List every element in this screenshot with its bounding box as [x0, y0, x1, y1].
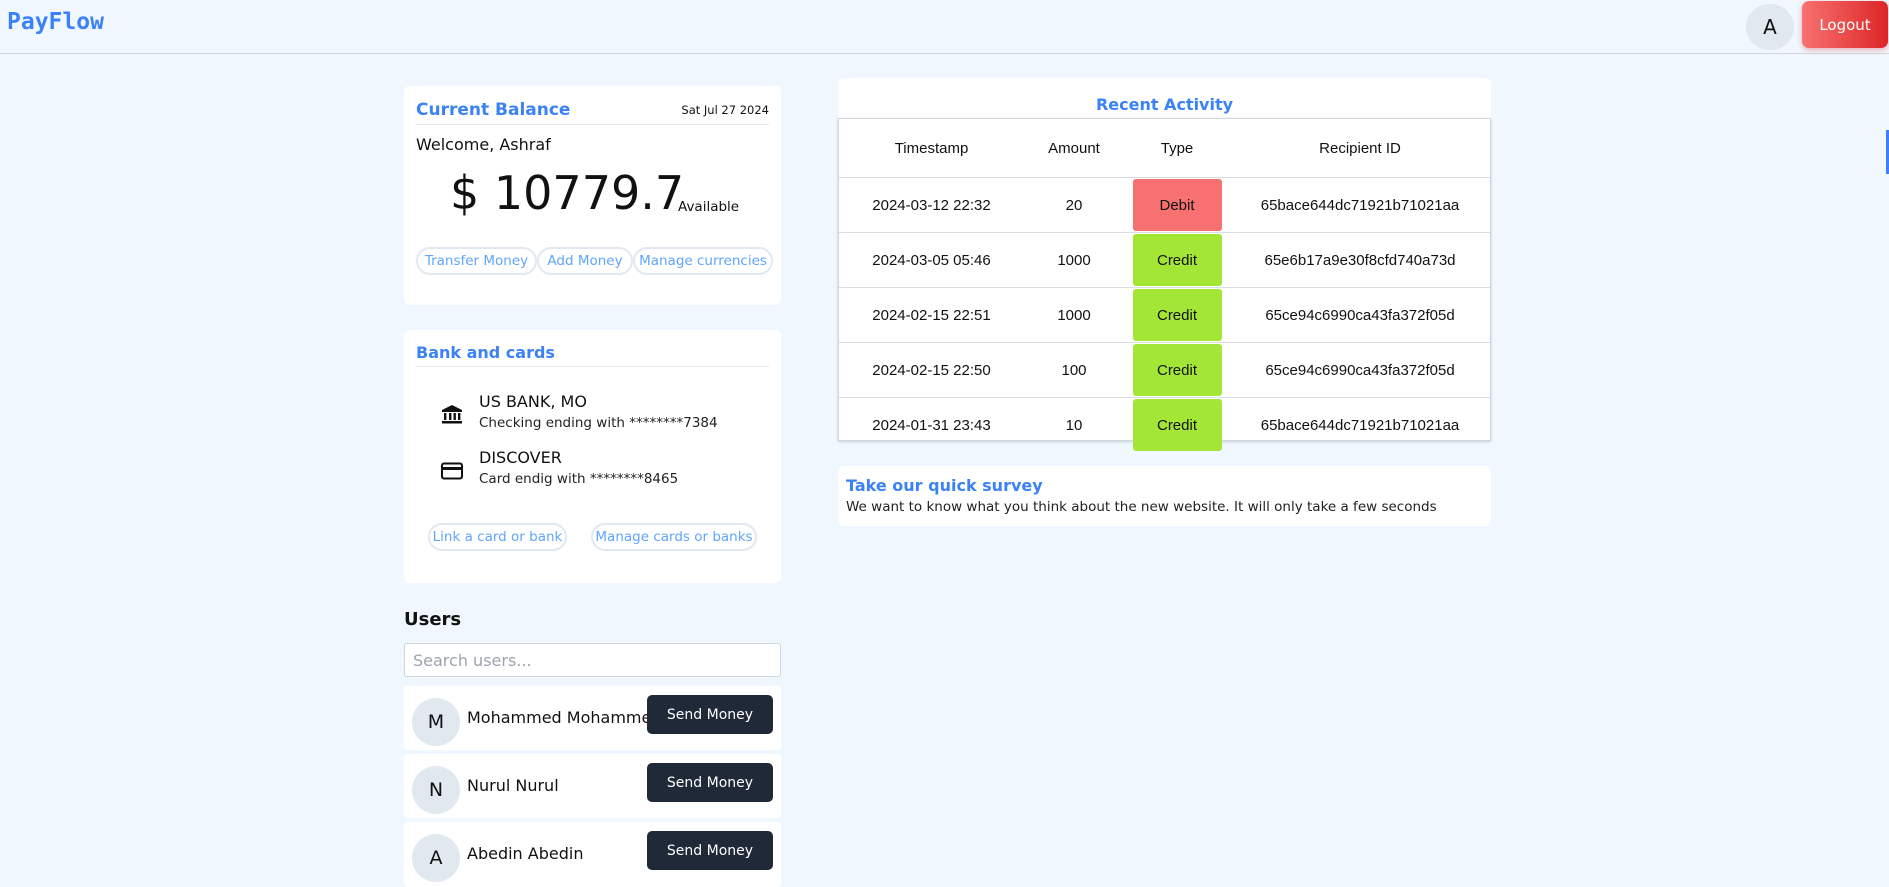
bank-account-name: US BANK, MO — [479, 392, 587, 411]
send-money-button[interactable]: Send Money — [647, 763, 773, 802]
balance-amount: $ 10779.7 — [450, 166, 685, 220]
table-row: 2024-02-15 22:51 1000 Credit 65ce94c6990ca4… — [839, 287, 1490, 343]
type-badge: Debit — [1132, 179, 1222, 231]
column-header-amount: Amount — [1048, 139, 1100, 157]
activity-table: Timestamp Amount Type Recipient ID 2024-… — [838, 118, 1491, 452]
column-header-recipient: Recipient ID — [1319, 139, 1401, 157]
bank-cards-title: Bank and cards — [416, 343, 555, 362]
table-row: 2024-01-31 23:43 10 Credit 65bace644dc71921… — [839, 397, 1490, 452]
manage-currencies-button[interactable]: Manage currencies — [633, 247, 773, 275]
bank-icon — [440, 402, 464, 426]
divider — [416, 366, 769, 367]
amount-cell: 1000 — [1024, 232, 1124, 288]
timestamp-cell: 2024-02-15 22:51 — [839, 287, 1024, 343]
link-card-button[interactable]: Link a card or bank — [428, 523, 567, 551]
timestamp-cell: 2024-03-05 05:46 — [839, 232, 1024, 288]
balance-card: Current Balance Sat Jul 27 2024 Welcome,… — [404, 86, 781, 305]
type-cell: Credit — [1124, 232, 1230, 288]
timestamp-cell: 2024-02-15 22:50 — [839, 342, 1024, 398]
brand-logo[interactable]: PayFlow — [7, 9, 104, 35]
recipient-cell: 65bace644dc71921b71021aa — [1230, 397, 1490, 452]
amount-cell: 10 — [1024, 397, 1124, 452]
available-label: Available — [678, 199, 740, 215]
send-money-button[interactable]: Send Money — [647, 831, 773, 870]
column-header-timestamp: Timestamp — [894, 139, 969, 157]
type-cell: Debit — [1124, 177, 1230, 233]
table-row: 2024-02-15 22:50 100 Credit 65ce94c6990ca43… — [839, 342, 1490, 398]
table-row: 2024-03-05 05:46 1000 Credit 65e6b17a9e30f8… — [839, 232, 1490, 288]
scrollbar[interactable] — [1886, 130, 1889, 174]
user-list-item: M Mohammed Mohammed Send Money — [404, 686, 781, 750]
top-bar: PayFlow A Logout — [0, 0, 1889, 54]
credit-card-icon — [440, 459, 464, 483]
amount-cell: 100 — [1024, 342, 1124, 398]
send-money-button[interactable]: Send Money — [647, 695, 773, 734]
type-badge: Credit — [1132, 399, 1222, 451]
recipient-cell: 65ce94c6990ca43fa372f05d — [1230, 342, 1490, 398]
column-header-type: Type — [1160, 139, 1194, 157]
type-cell: Credit — [1124, 287, 1230, 343]
recipient-cell: 65ce94c6990ca43fa372f05d — [1230, 287, 1490, 343]
manage-cards-button[interactable]: Manage cards or banks — [591, 523, 757, 551]
survey-title[interactable]: Take our quick survey — [846, 476, 1043, 495]
recipient-cell: 65bace644dc71921b71021aa — [1230, 177, 1490, 233]
user-name: Mohammed Mohammed — [467, 708, 662, 727]
user-list-item: A Abedin Abedin Send Money — [404, 822, 781, 887]
add-money-button[interactable]: Add Money — [537, 247, 633, 275]
type-cell: Credit — [1124, 397, 1230, 452]
balance-card-title: Current Balance — [416, 100, 571, 120]
divider — [416, 124, 769, 125]
type-cell: Credit — [1124, 342, 1230, 398]
survey-card[interactable]: Take our quick survey We want to know wh… — [838, 466, 1491, 526]
timestamp-cell: 2024-03-12 22:32 — [839, 177, 1024, 233]
card-account-name: DISCOVER — [479, 448, 562, 467]
type-badge: Credit — [1132, 344, 1222, 396]
current-date: Sat Jul 27 2024 — [681, 103, 769, 117]
recipient-cell: 65e6b17a9e30f8cfd740a73d — [1230, 232, 1490, 288]
card-account-detail: Card endig with ********8465 — [479, 471, 679, 487]
user-list-item: N Nurul Nurul Send Money — [404, 754, 781, 818]
table-row: 2024-03-12 22:32 20 Debit 65bace644dc71921b… — [839, 177, 1490, 233]
survey-text: We want to know what you think about the… — [846, 499, 1437, 515]
recent-activity-panel: Recent Activity — [838, 78, 1491, 118]
timestamp-cell: 2024-01-31 23:43 — [839, 397, 1024, 452]
amount-cell: 1000 — [1024, 287, 1124, 343]
welcome-text: Welcome, Ashraf — [416, 135, 551, 154]
avatar: M — [412, 698, 460, 746]
avatar: N — [412, 766, 460, 814]
search-users-input[interactable] — [404, 643, 781, 677]
logout-button[interactable]: Logout — [1802, 1, 1888, 48]
user-name: Nurul Nurul — [467, 776, 559, 795]
recent-activity-title: Recent Activity — [1095, 95, 1234, 114]
bank-account-detail: Checking ending with ********7384 — [479, 415, 718, 431]
amount-cell: 20 — [1024, 177, 1124, 233]
user-avatar[interactable]: A — [1746, 4, 1794, 50]
transfer-money-button[interactable]: Transfer Money — [416, 247, 537, 275]
table-header-row: Timestamp Amount Type Recipient ID — [839, 119, 1490, 178]
bank-cards-card: Bank and cards US BANK, MO Checking endi… — [404, 330, 781, 583]
avatar: A — [412, 834, 460, 882]
type-badge: Credit — [1132, 289, 1222, 341]
user-name: Abedin Abedin — [467, 844, 584, 863]
type-badge: Credit — [1132, 234, 1222, 286]
users-heading: Users — [404, 609, 462, 630]
